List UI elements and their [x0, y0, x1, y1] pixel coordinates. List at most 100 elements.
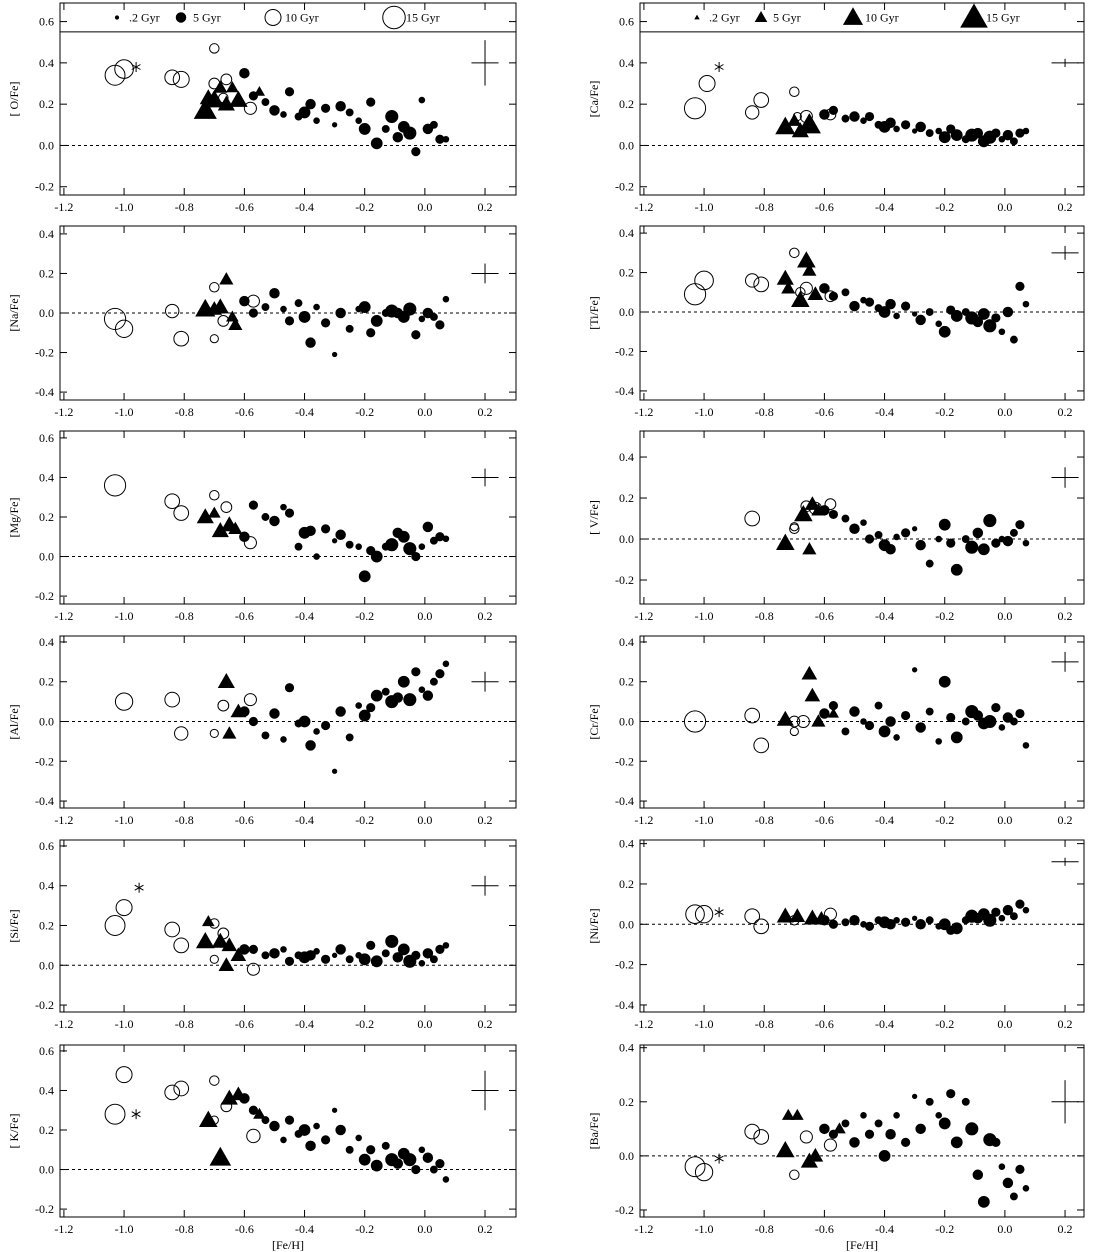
filled-circle-marker: [280, 111, 287, 118]
filled-circle-marker: [403, 302, 417, 316]
triangle-marker: [794, 504, 813, 522]
triangle-marker: [229, 90, 248, 107]
filled-circle-marker: [828, 291, 839, 301]
open-circle-marker: [823, 907, 837, 921]
filled-circle-marker: [280, 736, 287, 743]
x-tick-label: 0.2: [1058, 405, 1073, 419]
y-tick-label: 0.0: [619, 715, 634, 729]
x-tick-label: -0.4: [295, 813, 314, 827]
y-tick-label: 0.6: [39, 15, 54, 29]
y-tick-label: 0.4: [39, 1083, 54, 1097]
filled-circle-marker: [294, 299, 303, 308]
triangle-marker: [781, 281, 796, 294]
filled-circle-marker: [925, 559, 934, 568]
x-tick-label: -1.0: [695, 1222, 714, 1236]
filled-circle-marker: [442, 660, 450, 668]
filled-circle-marker: [335, 706, 346, 717]
filled-circle-marker: [972, 127, 984, 139]
triangle-marker: [776, 269, 794, 285]
filled-circle-marker: [983, 514, 997, 528]
y-tick-label: 0.4: [619, 450, 634, 464]
open-circle-marker: [789, 522, 799, 532]
filled-circle-marker: [998, 1163, 1006, 1170]
filled-circle-marker: [403, 126, 417, 140]
filled-circle-marker: [370, 955, 383, 968]
legend-marker: [114, 15, 120, 20]
filled-circle-marker: [841, 918, 850, 927]
filled-circle-marker: [1015, 281, 1025, 291]
open-circle-marker: [684, 1156, 706, 1178]
y-tick-label: 0.2: [619, 877, 634, 891]
filled-circle-marker: [849, 300, 860, 312]
filled-circle-marker: [418, 1146, 426, 1154]
filled-circle-marker: [366, 940, 376, 950]
filled-circle-marker: [991, 1137, 1001, 1147]
filled-circle-marker: [269, 948, 280, 959]
open-circle-marker: [789, 726, 799, 737]
filled-circle-marker: [893, 916, 900, 924]
filled-circle-marker: [331, 122, 338, 128]
filled-circle-marker: [1015, 899, 1025, 909]
filled-circle-marker: [961, 717, 970, 726]
filled-circle-marker: [358, 1153, 371, 1166]
filled-circle-marker: [313, 948, 320, 955]
triangle-marker: [219, 272, 234, 285]
filled-circle-marker: [269, 105, 280, 116]
filled-circle-marker: [280, 1136, 287, 1144]
x-tick-label: -0.8: [175, 405, 194, 419]
x-tick-label: -0.6: [235, 1017, 254, 1031]
filled-circle-marker: [305, 740, 316, 751]
filled-circle-marker: [392, 131, 404, 143]
x-axis-label: [Fe/H]: [272, 1238, 304, 1252]
filled-circle-marker: [442, 295, 450, 303]
filled-circle-marker: [305, 1140, 316, 1152]
asterisk-marker: [131, 62, 141, 72]
legend-label: 10 Gyr: [865, 10, 899, 24]
legend-label: .2 Gyr: [129, 10, 160, 24]
open-circle-marker: [104, 1103, 126, 1125]
open-circle-marker: [789, 523, 800, 535]
open-circle-marker: [164, 921, 181, 938]
x-tick-label: -1.2: [54, 1017, 73, 1031]
filled-circle-marker: [1002, 306, 1014, 318]
y-axis-label: [Al/Fe]: [7, 704, 21, 739]
filled-circle-marker: [915, 919, 926, 930]
filled-circle-marker: [946, 538, 956, 548]
filled-circle-marker: [385, 109, 399, 124]
x-tick-label: -0.6: [815, 813, 834, 827]
x-tick-label: 0.0: [997, 405, 1012, 419]
filled-circle-marker: [411, 667, 421, 677]
x-tick-label: -0.8: [755, 405, 774, 419]
y-tick-label: 0.2: [619, 491, 634, 505]
filled-circle-marker: [911, 1093, 918, 1100]
filled-circle-marker: [331, 538, 338, 544]
x-tick-label: 0.2: [1058, 1222, 1073, 1236]
filled-circle-marker: [950, 922, 963, 935]
x-tick-label: -0.8: [175, 813, 194, 827]
x-tick-label: -0.6: [815, 200, 834, 214]
open-circle-marker: [209, 954, 219, 964]
filled-circle-marker: [938, 131, 951, 144]
filled-circle-marker: [965, 540, 979, 554]
filled-circle-marker: [901, 1137, 911, 1147]
x-tick-label: -0.8: [755, 1017, 774, 1031]
filled-circle-marker: [435, 1159, 445, 1169]
filled-circle-marker: [320, 720, 331, 731]
filled-circle-marker: [335, 529, 346, 541]
y-tick-label: 0.4: [39, 470, 54, 484]
filled-circle-marker: [977, 1195, 990, 1208]
filled-circle-marker: [935, 738, 943, 745]
filled-circle-marker: [1015, 520, 1025, 530]
panel: -1.2 -1.0 -0.8 -0.6 -0.4 -0.2 0.0 0.2 -0.2 0.0 0.2…: [587, 2, 1085, 214]
triangle-marker: [802, 263, 817, 276]
x-tick-label: -0.6: [235, 1222, 254, 1236]
x-tick-label: -0.4: [295, 405, 314, 419]
legend-marker: [175, 12, 187, 23]
triangle-marker: [807, 1147, 824, 1162]
open-circle-marker: [220, 501, 233, 514]
x-tick-label: -0.4: [875, 1222, 894, 1236]
filled-circle-marker: [849, 706, 860, 717]
filled-circle-marker: [345, 955, 354, 964]
x-tick-label: 0.0: [997, 1017, 1012, 1031]
filled-circle-marker: [925, 707, 934, 716]
